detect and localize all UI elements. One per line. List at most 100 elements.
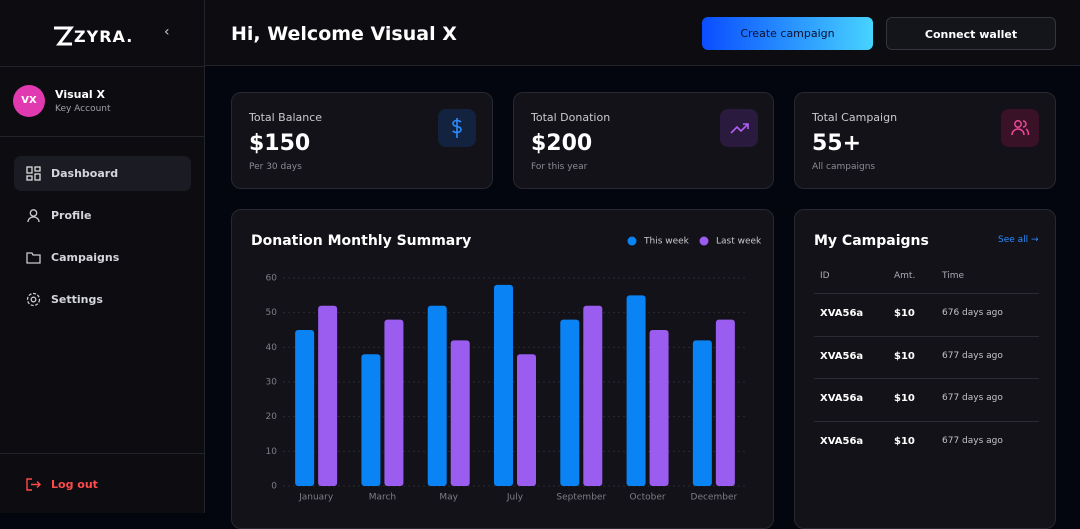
stat-icon: [720, 109, 758, 147]
campaigns-table: ID Amt. Time XVA56a $10 676 days ago XVA56a $10…: [795, 210, 1055, 510]
stat-card: Total Donation $200 For this year: [513, 92, 774, 189]
x-tick-label: July: [506, 493, 524, 503]
stat-icon: [1001, 109, 1039, 147]
y-tick-label: 20: [266, 412, 278, 422]
icon: [26, 252, 41, 264]
y-tick-label: 30: [266, 378, 278, 388]
icon: [26, 166, 41, 181]
cell: $10: [894, 393, 915, 404]
divider: [0, 136, 205, 137]
legend-dot: [699, 236, 709, 246]
icon: [27, 209, 40, 223]
stat-note: Per 30 days: [249, 162, 302, 172]
stat-title: Total Campaign: [812, 111, 898, 124]
logout-icon: [26, 478, 41, 491]
collapse[interactable]: ‹: [164, 24, 170, 40]
bar: [583, 305, 603, 486]
cell: XVA56a: [820, 350, 864, 362]
stat-title: Total Donation: [531, 111, 611, 124]
connect-button[interactable]: Connect wallet: [886, 17, 1056, 50]
nav-item[interactable]: Profile: [14, 198, 191, 233]
y-tick-label: 0: [271, 482, 277, 492]
cell: XVA56a: [820, 393, 864, 404]
x-tick-label: October: [630, 493, 666, 503]
user-name: Visual X: [55, 88, 105, 101]
x-tick-label: January: [298, 493, 334, 503]
nav-label: Profile: [51, 209, 92, 222]
row-divider: [814, 378, 1039, 379]
column-header: ID: [820, 271, 830, 281]
bar: [626, 295, 646, 486]
legend-label: Last week: [716, 237, 762, 247]
bar: [318, 305, 338, 486]
cell: XVA56a: [820, 308, 864, 319]
bar: [715, 319, 735, 486]
see-all[interactable]: See all →: [998, 235, 1039, 245]
x-tick-label: December: [691, 493, 738, 503]
y-tick-label: 10: [266, 447, 278, 457]
y-tick-label: 40: [266, 343, 278, 353]
x-tick-label: May: [439, 493, 458, 503]
bar: [692, 340, 712, 486]
time-cell: 677 days ago: [942, 435, 1003, 446]
bar: [427, 305, 447, 486]
create-button[interactable]: Create campaign: [702, 17, 873, 50]
icon: [26, 292, 41, 307]
x-tick-label: March: [369, 493, 396, 503]
nav-label: Campaigns: [51, 251, 120, 264]
chart-card: Donation Monthly Summary 0 10 20 30 40 50 60 Th…: [231, 209, 774, 529]
cell: $10: [894, 435, 915, 447]
legend-dot: [627, 236, 637, 246]
divider: [0, 66, 205, 67]
stat-note: For this year: [531, 162, 588, 172]
y-tick-label: 60: [266, 274, 278, 284]
user-role: Key Account: [55, 104, 111, 114]
bar: [560, 319, 580, 486]
stat-value: 55+: [812, 131, 862, 156]
stat-note: All campaigns: [812, 162, 876, 172]
stat-icon: [438, 109, 476, 147]
bar: [361, 354, 381, 486]
bar: [295, 330, 315, 486]
stat-title: Total Balance: [249, 111, 323, 124]
bar: [494, 284, 513, 486]
greeting: Hi, Welcome Visual X: [231, 23, 457, 45]
cell: $10: [894, 308, 915, 319]
time-cell: 677 days ago: [942, 393, 1003, 403]
bar: [517, 354, 536, 486]
logo-icon: [54, 26, 74, 46]
x-tick-label: September: [556, 493, 606, 503]
column-header: Time: [942, 271, 965, 281]
stat-card: Total Balance $150 Per 30 days: [231, 92, 493, 189]
sidebar: ZYRA. ‹ VX Visual X Key Account Dashboar…: [0, 0, 205, 513]
campaigns-card: My Campaigns See all → ID Amt. Time XVA56a $…: [794, 209, 1056, 529]
time-cell: 676 days ago: [942, 308, 1003, 318]
cell: XVA56a: [820, 435, 864, 447]
logout[interactable]: Log out: [51, 478, 98, 491]
y-tick-label: 50: [266, 308, 278, 318]
stat-value: $200: [531, 131, 593, 156]
logo: ZYRA.: [74, 27, 134, 46]
nav-item[interactable]: Settings: [14, 282, 191, 317]
stat-card: Total Campaign 55+ All campaigns: [794, 92, 1056, 189]
time-cell: 677 days ago: [942, 350, 1003, 361]
row-divider: [814, 293, 1039, 294]
nav-item[interactable]: Campaigns: [14, 240, 191, 275]
row-divider: [814, 420, 1039, 422]
row-divider: [814, 335, 1039, 337]
bar: [384, 319, 404, 486]
bar: [450, 340, 470, 486]
campaigns-title: My Campaigns: [814, 233, 929, 249]
nav-label: Dashboard: [51, 167, 119, 180]
legend-label: This week: [643, 237, 690, 247]
chart-title: Donation Monthly Summary: [251, 233, 471, 249]
column-header: Amt.: [894, 271, 916, 281]
bar: [649, 330, 669, 486]
cell: $10: [894, 350, 915, 362]
nav-label: Settings: [51, 293, 103, 306]
divider: [0, 453, 205, 454]
nav-item[interactable]: Dashboard: [14, 156, 191, 191]
stat-value: $150: [249, 131, 311, 156]
chart: Donation Monthly Summary 0 10 20 30 40 50 60 Th…: [251, 233, 762, 503]
